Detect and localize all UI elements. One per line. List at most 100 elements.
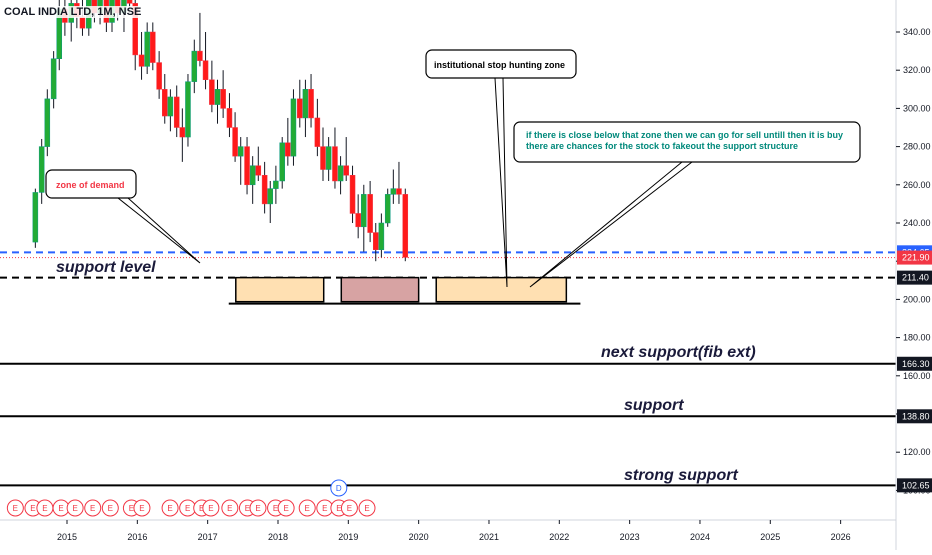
earnings-marker-label: E — [227, 504, 232, 513]
candle-body — [226, 108, 233, 128]
time-tick-label: 2016 — [127, 532, 147, 542]
earnings-marker — [101, 499, 119, 517]
horizontal-lines — [0, 251, 896, 487]
candle-body — [50, 58, 57, 100]
earnings-marker — [298, 499, 316, 517]
candle-body — [44, 98, 51, 147]
price-tick-label: 300.00 — [903, 103, 931, 113]
earnings-marker-label: E — [273, 504, 278, 513]
dividend-marker — [330, 479, 348, 497]
note-line-2: there are chances for the stock to fakeo… — [526, 141, 798, 151]
price-tick-label: 160.00 — [903, 371, 931, 381]
zone-of-demand-pointer — [117, 197, 201, 264]
price-tick-label: 120.00 — [903, 447, 931, 457]
time-tick-label: 2018 — [268, 532, 288, 542]
candle-body — [179, 127, 186, 138]
candle-body — [162, 89, 168, 117]
earnings-marker-label: E — [42, 504, 47, 513]
candle-body — [279, 142, 285, 182]
text-annotations: support level next support(fib ext) suppor… — [56, 259, 756, 484]
candle-body — [285, 142, 291, 157]
time-tick-label: 2026 — [831, 532, 851, 542]
price-tick-label: 320.00 — [903, 65, 931, 75]
candle-body — [126, 0, 133, 4]
time-tick-label: 2025 — [760, 532, 780, 542]
candle-body — [267, 188, 274, 205]
time-tick-label: 2017 — [198, 532, 218, 542]
stop-hunting-label: institutional stop hunting zone — [434, 60, 565, 70]
earnings-marker — [133, 499, 151, 517]
time-tick-label: 2021 — [479, 532, 499, 542]
candle-body — [150, 31, 156, 63]
zone-of-demand-callout — [45, 169, 137, 199]
demand-zones — [228, 276, 581, 305]
candle-body — [349, 175, 356, 214]
earnings-marker-label: E — [364, 504, 369, 513]
earnings-marker-label: E — [336, 504, 341, 513]
price-label-bg — [897, 270, 932, 285]
price-tick-label: 280.00 — [903, 142, 931, 152]
price-tick-label: 200.00 — [903, 294, 931, 304]
earnings-marker — [84, 499, 102, 517]
earnings-marker-label: E — [90, 504, 95, 513]
candle-body — [191, 50, 198, 82]
earnings-marker — [66, 499, 84, 517]
candle-body — [361, 194, 367, 228]
earnings-marker-label: E — [167, 504, 172, 513]
candle-body — [214, 89, 221, 105]
earnings-marker-label: E — [108, 504, 113, 513]
candle-body — [79, 16, 86, 29]
zone-box-2 — [340, 276, 420, 303]
earnings-marker — [6, 499, 24, 517]
candle-body — [167, 96, 174, 117]
earnings-marker-label: E — [283, 504, 288, 513]
price-label-bg — [897, 250, 932, 265]
support-level-label: support level — [56, 259, 156, 276]
price-label-text: 166.30 — [902, 359, 930, 369]
candle-body — [372, 232, 379, 250]
candle-body — [402, 194, 409, 258]
earnings-marker-label: E — [13, 504, 18, 513]
earnings-marker-label: E — [72, 504, 77, 513]
earnings-marker-label: E — [322, 504, 327, 513]
price-label-bg — [897, 356, 932, 371]
next-support-label: next support(fib ext) — [601, 344, 756, 361]
price-tick-label: 260.00 — [903, 180, 931, 190]
zone-of-demand-label: zone of demand — [56, 180, 125, 190]
earnings-marker-label: E — [185, 504, 190, 513]
time-tick-label: 2022 — [549, 532, 569, 542]
time-tick-label: 2019 — [338, 532, 358, 542]
candle-body — [156, 62, 162, 90]
callouts: zone of demand institutional stop hunting… — [45, 49, 861, 288]
note-pointer — [529, 161, 693, 288]
earnings-marker-label: E — [305, 504, 310, 513]
earnings-marker — [249, 499, 267, 517]
price-label-text: 211.40 — [902, 273, 929, 283]
candle-body — [384, 194, 391, 224]
candle-body — [302, 89, 309, 119]
candle-body — [132, 3, 138, 56]
earnings-marker-label: E — [199, 504, 204, 513]
price-label-bg — [897, 478, 932, 493]
candle-body — [308, 89, 314, 119]
candle-body — [209, 79, 215, 105]
time-tick-label: 2023 — [620, 532, 640, 542]
time-tick-label: 2020 — [409, 532, 429, 542]
candle-body — [237, 146, 244, 157]
time-axis[interactable]: 2015 2016 2017 2018 2019 2020 2021 2022 2023 2024… — [57, 520, 851, 542]
candle-body — [144, 31, 150, 67]
candle-body — [355, 213, 361, 228]
candle-body — [202, 60, 209, 81]
earnings-marker — [161, 499, 179, 517]
earnings-marker — [202, 499, 220, 517]
candle-body — [32, 192, 39, 243]
earnings-marker-label: E — [245, 504, 250, 513]
note-callout — [513, 121, 861, 163]
event-markers: E E E E E E E E E E E E E E E E E E E E E E ED — [6, 479, 376, 517]
zone-box-3 — [435, 276, 568, 303]
candle-body — [249, 165, 256, 186]
earnings-marker — [358, 499, 376, 517]
note-line-1: if there is close below that zone then w… — [526, 130, 843, 140]
candle-body — [38, 146, 45, 193]
